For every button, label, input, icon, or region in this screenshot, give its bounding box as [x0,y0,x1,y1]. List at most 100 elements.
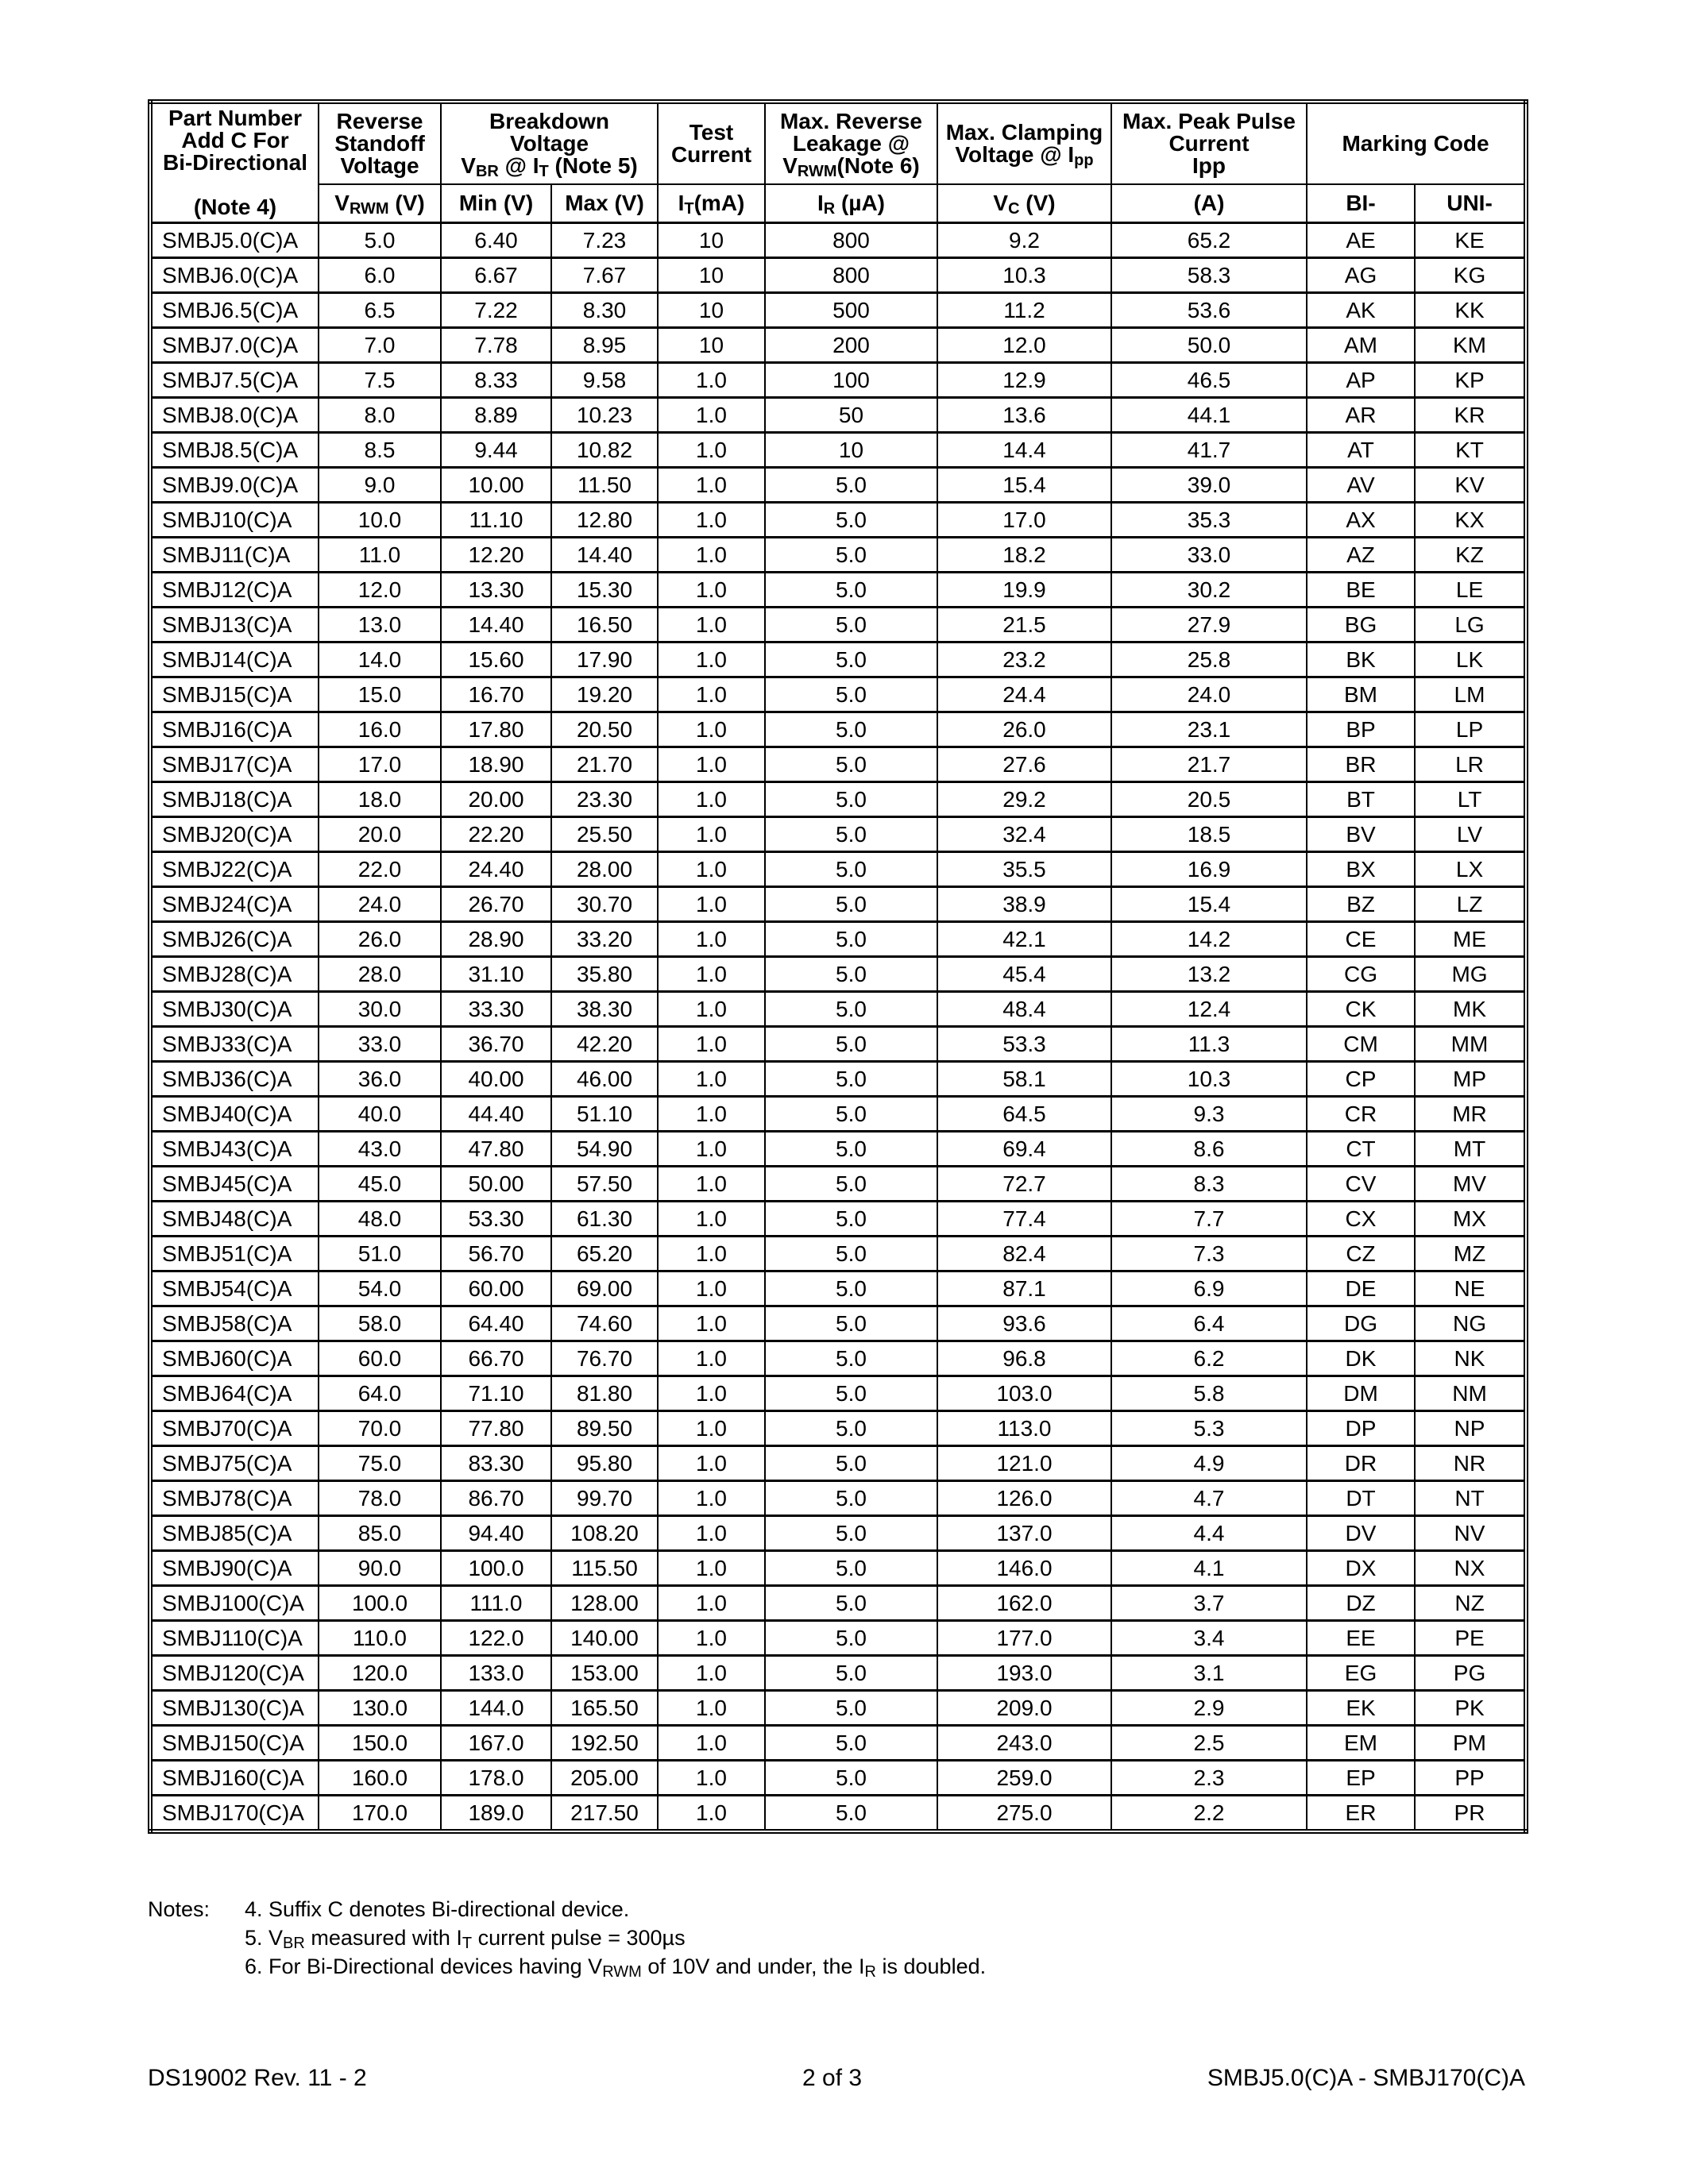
cell-vbr-min: 64.40 [440,1305,552,1342]
footer-doc-id: DS19002 Rev. 11 - 2 [148,2065,367,2091]
cell-marking-bi: CM [1306,1025,1416,1063]
cell-marking-uni: MK [1413,990,1528,1028]
cell-ir: 800 [764,222,938,259]
table-row: SMBJ30(C)A 30.0 33.30 38.30 1.0 5.0 48.4 12.4 CK… [149,990,1528,1028]
cell-marking-uni: KX [1413,501,1528,538]
cell-test-current: 1.0 [657,920,766,958]
cell-ipp: 2.9 [1111,1689,1308,1727]
cell-ir: 5.0 [764,1200,938,1237]
cell-marking-bi: CE [1306,920,1416,958]
cell-marking-uni: MG [1413,955,1528,993]
cell-marking-bi: BP [1306,711,1416,748]
cell-marking-bi: BE [1306,571,1416,608]
cell-vc: 146.0 [937,1549,1112,1587]
cell-test-current: 10 [657,291,766,329]
cell-marking-bi: DR [1306,1445,1416,1482]
cell-vrwm: 70.0 [318,1410,442,1447]
cell-marking-uni: KE [1413,222,1528,259]
cell-vbr-max: 115.50 [550,1549,659,1587]
cell-vbr-max: 54.90 [550,1130,659,1167]
cell-ir: 5.0 [764,1724,938,1761]
cell-vbr-max: 28.00 [550,851,659,888]
cell-ir: 5.0 [764,1515,938,1552]
cell-vbr-max: 9.58 [550,361,659,399]
cell-marking-uni: PE [1413,1619,1528,1657]
cell-vbr-max: 25.50 [550,816,659,853]
table-row: SMBJ14(C)A 14.0 15.60 17.90 1.0 5.0 23.2 25.8 BK… [149,641,1528,678]
cell-ir: 5.0 [764,641,938,678]
cell-vbr-min: 15.60 [440,641,552,678]
table-row: SMBJ36(C)A 36.0 40.00 46.00 1.0 5.0 58.1 10.3 CP… [149,1060,1528,1098]
cell-vbr-max: 12.80 [550,501,659,538]
cell-test-current: 1.0 [657,1095,766,1133]
unit-max: Max (V) [550,183,659,224]
cell-marking-uni: LK [1413,641,1528,678]
cell-marking-uni: PR [1413,1794,1528,1832]
cell-vbr-max: 153.00 [550,1654,659,1692]
cell-part-number: SMBJ20(C)A [149,816,319,853]
cell-vrwm: 43.0 [318,1130,442,1167]
cell-ipp: 6.2 [1111,1340,1308,1377]
cell-test-current: 1.0 [657,431,766,469]
cell-test-current: 1.0 [657,1410,766,1447]
cell-vc: 87.1 [937,1270,1112,1307]
cell-ir: 5.0 [764,1060,938,1098]
cell-ir: 5.0 [764,1654,938,1692]
cell-marking-bi: AZ [1306,536,1416,573]
cell-vc: 19.9 [937,571,1112,608]
cell-vbr-max: 33.20 [550,920,659,958]
cell-part-number: SMBJ110(C)A [149,1619,319,1657]
cell-part-number: SMBJ8.5(C)A [149,431,319,469]
cell-ir: 5.0 [764,990,938,1028]
cell-vbr-max: 42.20 [550,1025,659,1063]
cell-vbr-max: 192.50 [550,1724,659,1761]
cell-part-number: SMBJ7.5(C)A [149,361,319,399]
cell-ipp: 65.2 [1111,222,1308,259]
cell-vrwm: 36.0 [318,1060,442,1098]
footer-part-range: SMBJ5.0(C)A - SMBJ170(C)A [1207,2065,1525,2091]
cell-vrwm: 170.0 [318,1794,442,1832]
cell-ipp: 27.9 [1111,606,1308,643]
cell-ipp: 6.9 [1111,1270,1308,1307]
cell-test-current: 10 [657,257,766,294]
cell-ir: 5.0 [764,606,938,643]
cell-vrwm: 6.5 [318,291,442,329]
cell-vbr-max: 8.95 [550,326,659,364]
cell-ir: 5.0 [764,851,938,888]
cell-vc: 259.0 [937,1759,1112,1796]
table-row: SMBJ58(C)A 58.0 64.40 74.60 1.0 5.0 93.6 6.4 DG N… [149,1305,1528,1342]
cell-vbr-max: 16.50 [550,606,659,643]
cell-ipp: 25.8 [1111,641,1308,678]
cell-vbr-max: 76.70 [550,1340,659,1377]
cell-test-current: 1.0 [657,1654,766,1692]
cell-marking-uni: KZ [1413,536,1528,573]
cell-ir: 5.0 [764,536,938,573]
cell-marking-uni: MV [1413,1165,1528,1202]
cell-vbr-min: 94.40 [440,1515,552,1552]
cell-vbr-max: 165.50 [550,1689,659,1727]
cell-part-number: SMBJ36(C)A [149,1060,319,1098]
cell-marking-uni: KG [1413,257,1528,294]
cell-test-current: 1.0 [657,1584,766,1622]
cell-marking-uni: LM [1413,676,1528,713]
cell-ipp: 41.7 [1111,431,1308,469]
cell-ir: 5.0 [764,1584,938,1622]
cell-ipp: 50.0 [1111,326,1308,364]
cell-vbr-min: 17.80 [440,711,552,748]
cell-vc: 113.0 [937,1410,1112,1447]
cell-vbr-min: 12.20 [440,536,552,573]
cell-part-number: SMBJ30(C)A [149,990,319,1028]
unit-it: IT(mA) [657,183,766,224]
cell-vbr-min: 60.00 [440,1270,552,1307]
header-breakdown-voltage: Breakdown Voltage VBR @ IT (Note 5) [440,101,659,185]
cell-vbr-min: 6.40 [440,222,552,259]
cell-vc: 21.5 [937,606,1112,643]
cell-vc: 12.9 [937,361,1112,399]
cell-marking-bi: BZ [1306,886,1416,923]
cell-vc: 93.6 [937,1305,1112,1342]
cell-part-number: SMBJ48(C)A [149,1200,319,1237]
cell-ir: 5.0 [764,1480,938,1517]
cell-ir: 5.0 [764,711,938,748]
cell-test-current: 1.0 [657,1445,766,1482]
table-row: SMBJ64(C)A 64.0 71.10 81.80 1.0 5.0 103.0 5.8 DM… [149,1375,1528,1412]
